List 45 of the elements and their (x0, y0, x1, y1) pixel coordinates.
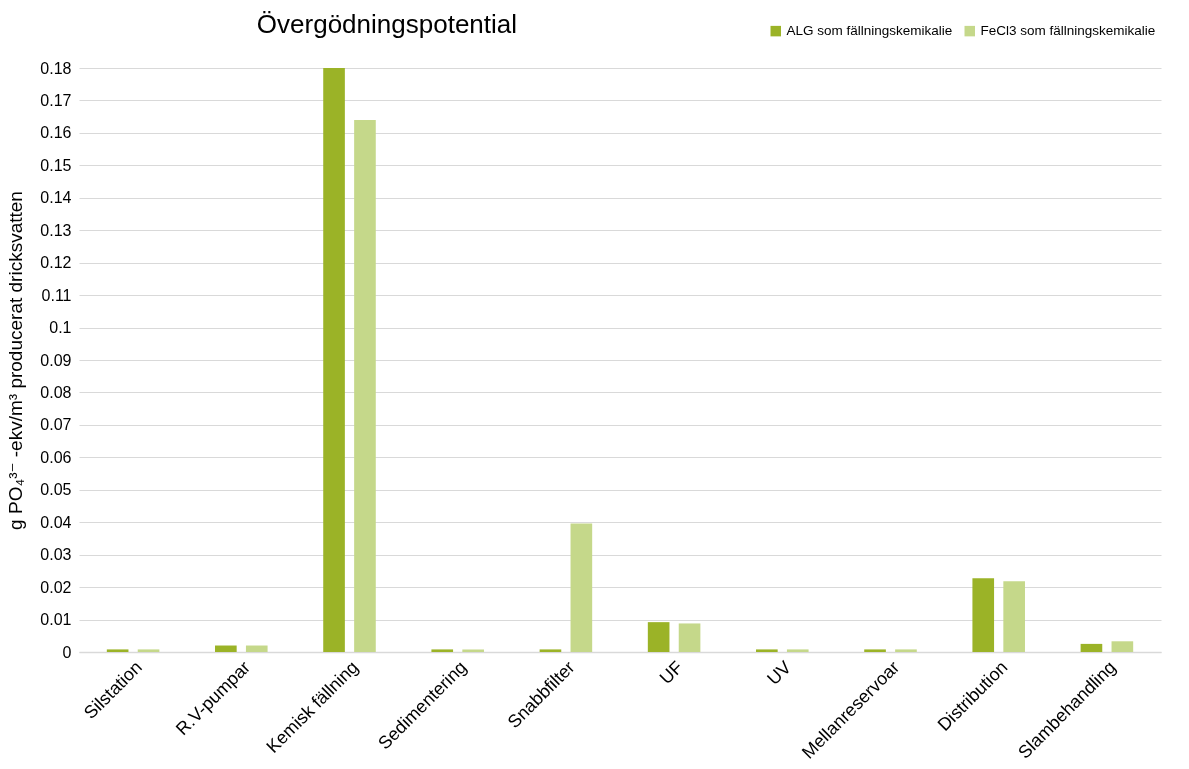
x-tick-label: UV (763, 657, 796, 689)
bar (570, 523, 593, 652)
y-tick-label: 0.16 (40, 124, 72, 142)
y-tick-label: 0.1 (49, 319, 72, 337)
y-tick-label: 0.06 (40, 448, 72, 466)
bar (864, 649, 886, 652)
y-tick-label: 0.11 (41, 286, 72, 304)
bar (539, 649, 562, 652)
x-tick-label: UF (655, 657, 687, 689)
bar (215, 645, 237, 652)
bar (462, 649, 484, 652)
bar (678, 623, 701, 652)
legend-label: FeCl3 som fällningskemikalie (980, 23, 1156, 39)
y-tick-label: 0.03 (40, 546, 72, 564)
bar (431, 649, 454, 652)
bar (354, 119, 376, 652)
y-tick-label: 0.05 (40, 481, 72, 499)
y-tick-label: 0.09 (40, 351, 72, 369)
bar (647, 622, 670, 652)
y-tick-label: 0.17 (40, 91, 72, 109)
y-tick-label: 0.01 (40, 611, 72, 629)
bar (1111, 641, 1134, 652)
y-tick-label: 0.08 (40, 383, 72, 401)
y-tick-label: 0.15 (40, 156, 72, 174)
y-tick-label: 0.14 (40, 189, 72, 207)
y-tick-label: 0.02 (40, 578, 72, 596)
bar (895, 649, 917, 652)
legend-label: ALG som fällningskemikalie (786, 23, 953, 39)
bar (323, 68, 345, 652)
bar (1080, 643, 1103, 652)
y-tick-label: 0.13 (40, 221, 72, 239)
bar (756, 649, 778, 652)
chart-title: Övergödningspotential (256, 9, 518, 39)
bar (1003, 581, 1025, 652)
y-tick-label: 0.04 (40, 513, 72, 531)
bar (106, 649, 129, 652)
y-tick-label: 0.07 (40, 416, 72, 434)
bar (972, 578, 995, 652)
y-tick-label: 0.18 (40, 59, 72, 77)
y-tick-label: 0.12 (40, 254, 72, 272)
y-axis-title: g PO₄³⁻ -ekv/m³ producerat dricksvatten (5, 191, 27, 530)
bar (786, 649, 809, 652)
bar (137, 649, 160, 652)
bar (245, 645, 268, 652)
y-tick-label: 0 (62, 643, 72, 661)
